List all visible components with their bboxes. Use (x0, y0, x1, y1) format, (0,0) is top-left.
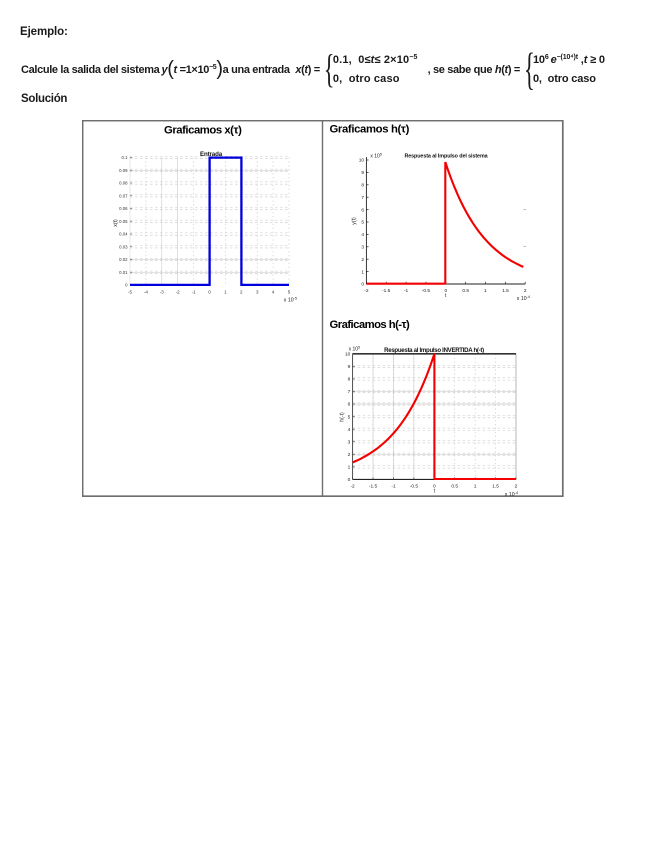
svg-text:0.09: 0.09 (119, 168, 128, 173)
svg-text:0.01: 0.01 (119, 270, 128, 275)
svg-text:5: 5 (288, 290, 291, 295)
svg-text:0: 0 (361, 282, 364, 288)
svg-text:2: 2 (524, 288, 527, 294)
svg-text:0: 0 (444, 288, 447, 294)
svg-text:0.03: 0.03 (119, 244, 128, 249)
svg-text:x 105: x 105 (349, 346, 361, 353)
svg-text:1: 1 (224, 290, 227, 295)
svg-text:x 10-4: x 10-4 (517, 295, 530, 302)
svg-text:0: 0 (125, 283, 128, 288)
svg-text:Graficamos h(-τ): Graficamos h(-τ) (330, 319, 411, 331)
svg-text:5: 5 (348, 414, 351, 420)
svg-text:9: 9 (348, 364, 351, 370)
svg-text:Graficamos x(τ): Graficamos x(τ) (164, 125, 242, 137)
svg-text:-0.5: -0.5 (422, 288, 431, 294)
svg-text:1.5: 1.5 (502, 288, 509, 294)
svg-text:7: 7 (348, 389, 351, 395)
svg-text:0.04: 0.04 (119, 232, 128, 237)
svg-text:10: 10 (345, 352, 351, 358)
svg-text:x 105: x 105 (370, 153, 382, 160)
svg-text:4: 4 (348, 427, 351, 433)
svg-text:-1: -1 (192, 290, 196, 295)
svg-text:1: 1 (474, 484, 477, 490)
svg-text:1: 1 (484, 288, 487, 294)
svg-text:x 10-4: x 10-4 (505, 491, 518, 497)
svg-text:2: 2 (361, 257, 364, 263)
svg-text:3: 3 (256, 290, 259, 295)
svg-text:0.5: 0.5 (451, 484, 458, 490)
svg-text:-1.5: -1.5 (382, 288, 391, 294)
svg-text:8: 8 (348, 377, 351, 383)
svg-text:6: 6 (348, 402, 351, 408)
svg-text:8: 8 (361, 183, 364, 189)
svg-text:0.07: 0.07 (119, 193, 128, 198)
svg-text:x(t): x(t) (113, 219, 119, 227)
svg-text:9: 9 (361, 170, 364, 176)
svg-text:1.5: 1.5 (492, 484, 499, 490)
svg-text:t: t (445, 293, 447, 299)
svg-text:2: 2 (515, 484, 518, 490)
svg-text:0.06: 0.06 (119, 206, 128, 211)
svg-text:0: 0 (348, 477, 351, 483)
svg-text:0.02: 0.02 (119, 257, 128, 262)
svg-text:5: 5 (361, 220, 364, 226)
svg-text:-2: -2 (364, 288, 369, 294)
svg-text:10: 10 (359, 158, 365, 164)
svg-text:7: 7 (361, 195, 364, 201)
svg-text:-1.5: -1.5 (369, 484, 378, 490)
svg-text:-2: -2 (176, 290, 180, 295)
svg-text:-3: -3 (160, 290, 164, 295)
svg-text:y(t): y(t) (352, 217, 358, 225)
svg-text:1: 1 (348, 465, 351, 471)
svg-text:6: 6 (361, 207, 364, 213)
svg-text:-5: -5 (128, 290, 132, 295)
svg-text:-4: -4 (144, 290, 148, 295)
svg-text:0.08: 0.08 (119, 181, 128, 186)
svg-text:0: 0 (433, 484, 436, 490)
svg-text:h(-t): h(-t) (340, 412, 346, 422)
svg-text:0: 0 (208, 290, 211, 295)
svg-text:0.05: 0.05 (119, 219, 128, 224)
svg-text:4: 4 (272, 290, 275, 295)
svg-text:Entrada: Entrada (200, 151, 223, 158)
svg-text:-1: -1 (391, 484, 396, 490)
svg-text:2: 2 (348, 452, 351, 458)
svg-text:-0.5: -0.5 (410, 484, 419, 490)
svg-text:Respuesta al Impulso del siste: Respuesta al Impulso del sistema (404, 154, 488, 160)
svg-text:-1: -1 (404, 288, 409, 294)
svg-text:0.1: 0.1 (122, 155, 129, 160)
svg-text:0.5: 0.5 (462, 288, 469, 294)
svg-text:t: t (434, 489, 436, 495)
svg-text:Graficamos h(τ): Graficamos h(τ) (330, 124, 410, 136)
svg-text:4: 4 (361, 232, 364, 238)
svg-text:3: 3 (361, 245, 364, 251)
svg-text:3: 3 (348, 439, 351, 445)
svg-text:1: 1 (361, 269, 364, 275)
svg-text:2: 2 (240, 290, 243, 295)
svg-text:Respuesta al Impulso INVERTIDA: Respuesta al Impulso INVERTIDA h(-t) (384, 347, 484, 354)
svg-text:-2: -2 (350, 484, 355, 490)
svg-text:x 10-5: x 10-5 (284, 297, 297, 304)
